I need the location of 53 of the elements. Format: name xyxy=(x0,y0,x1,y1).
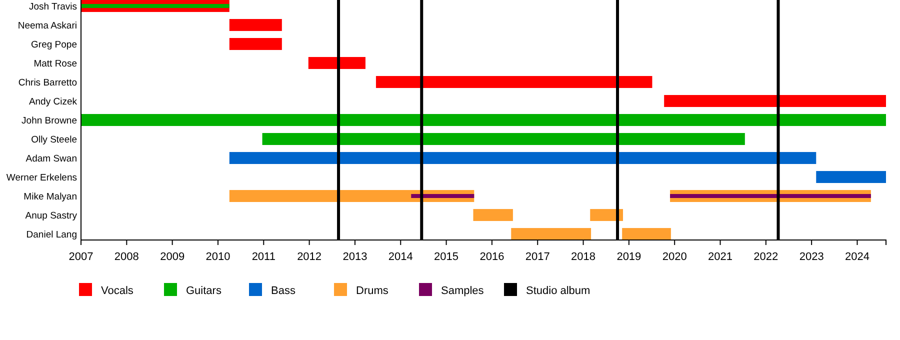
bar xyxy=(229,190,474,202)
x-tick-label: 2023 xyxy=(799,251,824,264)
y-tick-label: Daniel Lang xyxy=(26,229,77,240)
bar xyxy=(229,152,816,164)
x-tick-label: 2020 xyxy=(662,251,687,264)
bar xyxy=(816,171,886,183)
y-tick-label: Greg Pope xyxy=(31,39,77,50)
x-tick-label: 2017 xyxy=(525,251,550,264)
bar xyxy=(411,194,474,198)
x-tick-label: 2008 xyxy=(114,251,139,264)
x-tick-label: 2014 xyxy=(388,251,413,264)
bar xyxy=(262,133,745,145)
x-tick-label: 2024 xyxy=(844,251,870,264)
x-tick-label: 2009 xyxy=(160,251,185,264)
legend-label: Studio album xyxy=(526,284,590,297)
legend-label: Drums xyxy=(356,284,389,297)
x-tick-label: 2012 xyxy=(297,251,322,264)
x-tick-label: 2021 xyxy=(708,251,732,264)
x-tick-label: 2015 xyxy=(434,251,459,264)
bar xyxy=(473,209,513,221)
y-tick-label: Josh Travis xyxy=(28,1,78,12)
y-tick-label: Olly Steele xyxy=(31,134,77,146)
bar xyxy=(229,19,282,31)
y-tick-label: Adam Swan xyxy=(26,153,77,164)
bar xyxy=(376,76,652,88)
y-tick-label: Neema Askari xyxy=(18,20,77,32)
legend-label: Samples xyxy=(441,284,484,297)
x-tick-label: 2022 xyxy=(754,251,778,264)
legend-label: Bass xyxy=(271,284,296,297)
x-tick-label: 2007 xyxy=(68,251,94,264)
bar xyxy=(81,114,886,126)
y-tick-label: Chris Barretto xyxy=(18,77,77,88)
bar xyxy=(229,38,282,50)
y-tick-label: John Browne xyxy=(22,115,77,126)
x-tick-label: 2010 xyxy=(206,251,230,264)
legend-label: Vocals xyxy=(101,284,134,297)
bar xyxy=(664,95,886,107)
x-tick-label: 2019 xyxy=(616,251,642,264)
bar xyxy=(622,228,671,240)
y-tick-label: Anup Sastry xyxy=(25,210,78,222)
bar xyxy=(511,228,592,240)
bar xyxy=(308,57,366,69)
bar xyxy=(590,209,623,221)
y-tick-label: Matt Rose xyxy=(34,58,77,70)
y-tick-label: Werner Erkelens xyxy=(6,172,78,184)
y-tick-label: Andy Cizek xyxy=(28,96,78,108)
x-tick-label: 2011 xyxy=(252,251,276,264)
x-tick-label: 2016 xyxy=(480,251,504,264)
x-tick-label: 2018 xyxy=(571,251,596,264)
legend-label: Guitars xyxy=(186,284,222,297)
x-tick-label: 2013 xyxy=(342,251,368,264)
bar xyxy=(670,194,871,198)
y-tick-label: Mike Malyan xyxy=(24,191,77,202)
